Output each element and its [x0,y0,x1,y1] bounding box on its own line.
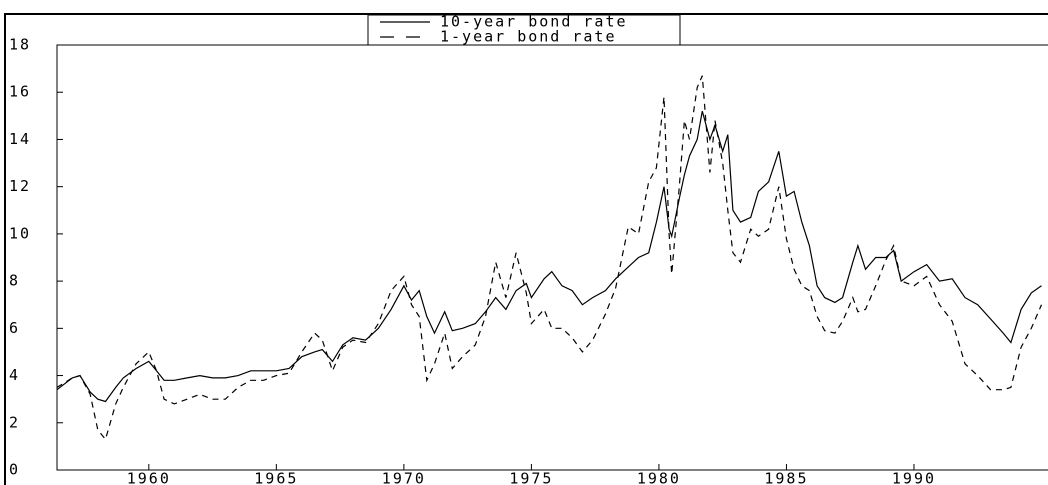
y-tick-label: 10 [9,224,31,242]
x-tick-label: 1960 [127,470,171,485]
x-tick-label: 1985 [764,470,808,485]
y-tick-label: 12 [9,177,31,195]
x-tick-label: 1990 [892,470,936,485]
y-tick-label: 0 [9,461,20,479]
y-tick-label: 14 [9,130,31,148]
y-tick-label: 6 [9,319,20,337]
line-series [56,110,1042,403]
x-tick-label: 1965 [254,470,298,485]
y-tick-label: 4 [9,366,20,384]
x-tick-label: 1980 [637,470,681,485]
x-tick-label: 1970 [382,470,426,485]
legend-label: 1-year bond rate [440,28,617,46]
y-tick-label: 2 [9,413,20,431]
line-series [56,75,1043,441]
outer-frame [4,13,1048,485]
y-tick-label: 18 [9,36,31,54]
legend-box [367,14,681,46]
legend-label: 10-year bond rate [440,13,628,31]
y-tick-label: 16 [9,83,31,101]
y-tick-label: 8 [9,272,20,290]
plot-frame [56,44,1048,471]
x-tick-label: 1975 [509,470,553,485]
